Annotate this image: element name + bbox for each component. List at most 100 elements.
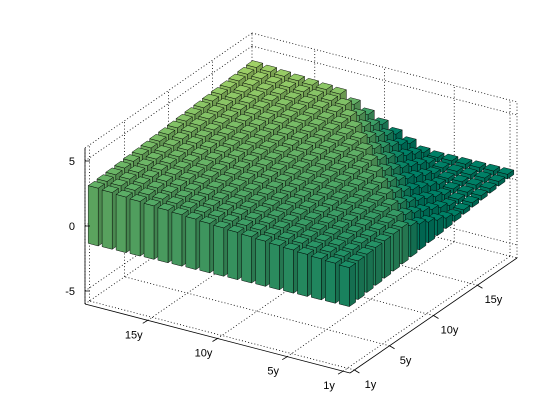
bar-top-face: [288, 178, 306, 186]
bar-top-face: [154, 145, 172, 153]
bar-front-face: [384, 236, 392, 279]
bar-top-face: [242, 78, 260, 86]
bar-top-face: [264, 227, 281, 235]
bar-top-face: [208, 209, 226, 218]
bar-top-face: [292, 160, 310, 168]
bar-top-face: [259, 140, 277, 148]
bar-top-face: [177, 142, 195, 151]
bar-top-face: [236, 142, 254, 151]
bar-top-face: [280, 184, 298, 193]
bar-top-face: [129, 194, 147, 202]
bar-top-face: [249, 118, 267, 126]
tick-labels: 1y 5y 10y 15y 1y 5y 10y 15y -5 0 5: [65, 156, 503, 392]
bar-top-face: [245, 136, 263, 144]
bar-top-face: [350, 131, 368, 139]
bar-top-face: [344, 195, 362, 204]
bar-top-face: [261, 93, 279, 102]
bar: [446, 164, 464, 177]
bar-top-face: [318, 215, 336, 224]
bar-top-face: [114, 160, 132, 169]
z-tick-label: -5: [65, 286, 75, 298]
bar-top-face: [180, 200, 198, 209]
bar-top-face: [367, 193, 385, 202]
bar-top-face: [391, 220, 409, 228]
bar-top-face: [207, 104, 225, 113]
bar-top-face: [235, 113, 253, 122]
bar-top-face: [149, 134, 167, 142]
bar-top-face: [175, 113, 193, 122]
bar-top-face: [285, 196, 303, 204]
bar-top-face: [164, 167, 182, 175]
bar-top-face: [327, 133, 345, 142]
bar-top-face: [293, 84, 311, 93]
bar-top-face: [170, 178, 187, 187]
x-tick-mark: [389, 345, 395, 350]
bar-top-face: [213, 220, 231, 229]
bar-top-face: [453, 202, 471, 211]
bar-top-face: [167, 120, 184, 129]
bar-top-face: [247, 164, 264, 173]
bar-top-face: [239, 200, 257, 209]
y-tick-label: 10y: [195, 348, 213, 360]
bar-top-face: [270, 87, 288, 95]
bar-top-face: [290, 207, 308, 215]
grid-line: [124, 276, 390, 347]
bar-top-face: [186, 136, 204, 144]
bar-top-face: [306, 164, 324, 173]
bar-top-face: [307, 89, 324, 97]
bar-top-face: [255, 233, 273, 242]
bar-top-face: [278, 231, 295, 240]
bar-top-face: [87, 181, 105, 189]
bar-side-face: [283, 247, 294, 294]
bar-top-face: [257, 187, 275, 195]
bar-top-face: [381, 197, 399, 206]
bar-top-face: [301, 153, 319, 162]
x-tick-label: 15y: [485, 294, 503, 306]
bar-side-face: [213, 225, 225, 277]
bar-top-face: [308, 118, 326, 126]
bar-top-face: [479, 181, 497, 189]
bar-top-face: [276, 202, 294, 211]
bar-front-face: [366, 249, 374, 293]
bar-top-face: [256, 82, 274, 91]
bar-side-face: [269, 242, 280, 291]
bar-top-face: [263, 122, 281, 131]
bar-top-face: [194, 205, 212, 213]
bar-top-face: [305, 240, 323, 248]
bar-side-face: [297, 251, 308, 297]
bar-top-face: [137, 158, 154, 167]
bar-top-face: [345, 120, 363, 128]
bar-top-face: [315, 158, 333, 166]
bar-top-face: [448, 192, 465, 200]
bar-top-face: [244, 211, 262, 220]
bar-top-face: [470, 188, 488, 196]
bar-top-face: [456, 185, 474, 193]
grid-line: [251, 45, 518, 116]
bar-top-face: [225, 196, 243, 204]
bar-top-face: [347, 253, 365, 262]
bar-side-face: [129, 198, 141, 257]
bar-top-face: [297, 247, 315, 255]
y-tick-label: 15y: [125, 329, 143, 341]
bar-front-face: [401, 222, 409, 265]
bar-top-face: [229, 178, 247, 186]
bar-top-face: [157, 203, 175, 211]
bar-top-face: [312, 100, 330, 108]
bar-top-face: [323, 227, 341, 235]
bar-top-face: [377, 215, 395, 224]
axes: [84, 148, 518, 375]
bar-top-face: [360, 229, 378, 237]
bar-top-face: [362, 182, 380, 190]
bar-top-face: [115, 189, 133, 198]
bar-top-face: [451, 174, 469, 183]
bar-top-face: [328, 238, 346, 246]
bar-top-face: [371, 175, 388, 184]
bar-top-face: [285, 120, 303, 128]
bar-top-face: [273, 144, 291, 153]
bar-top-face: [152, 191, 170, 200]
bar-top-face: [184, 107, 202, 115]
bar-top-face: [233, 160, 251, 169]
bar-top-face: [226, 120, 244, 128]
bar-top-face: [342, 242, 360, 251]
